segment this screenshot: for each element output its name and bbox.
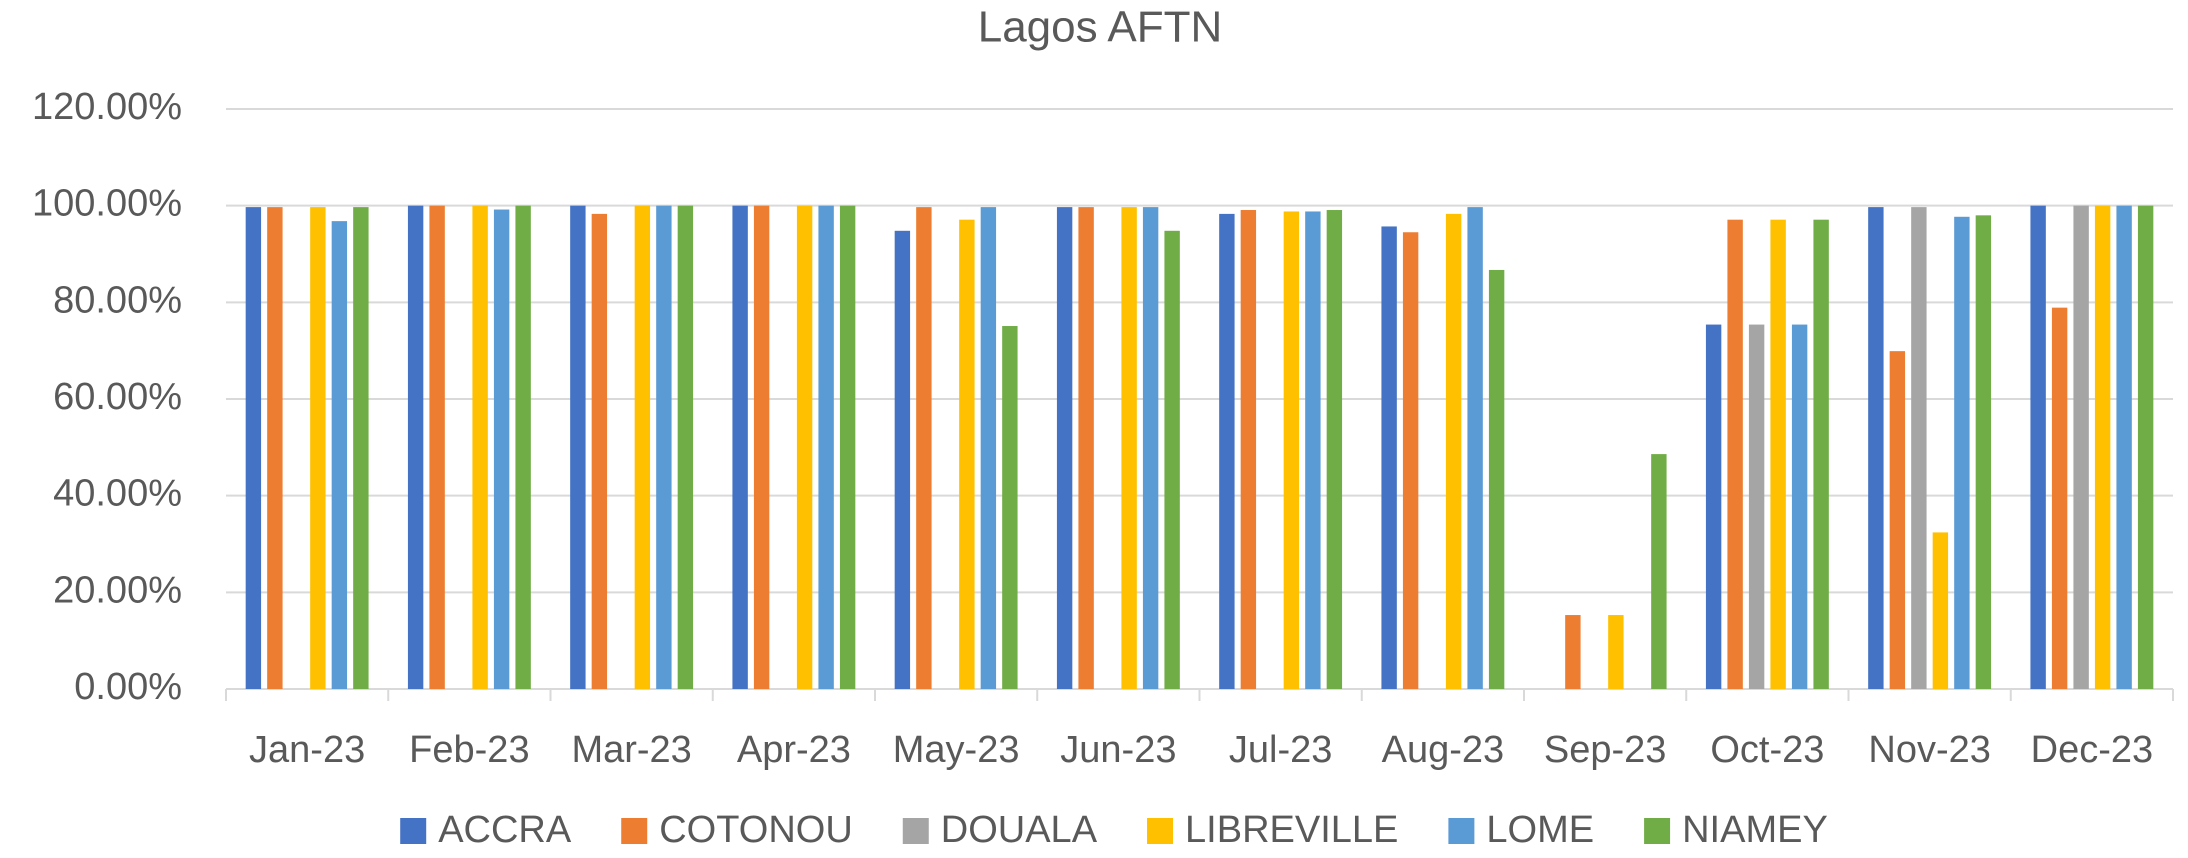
bar — [839, 205, 856, 689]
legend-label: ACCRA — [438, 809, 572, 851]
legend-swatch — [621, 818, 648, 844]
bar — [310, 207, 326, 689]
bar — [429, 205, 445, 689]
bar — [472, 205, 488, 689]
bar — [1791, 324, 1808, 689]
bar — [818, 205, 834, 689]
x-tick-label: Feb-23 — [409, 729, 529, 771]
bar — [1002, 326, 1018, 689]
bar — [1770, 219, 1786, 689]
y-tick-label: 80.00% — [53, 279, 182, 321]
x-tick-label: Aug-23 — [1382, 729, 1505, 771]
bar — [515, 205, 531, 689]
bar — [656, 205, 672, 689]
bar — [2030, 205, 2046, 689]
x-tick-label: Jul-23 — [1229, 729, 1333, 771]
bar — [1164, 230, 1180, 690]
y-tick-label: 120.00% — [32, 86, 182, 128]
bar — [732, 205, 748, 689]
bar — [1402, 232, 1419, 689]
bar — [1488, 269, 1505, 689]
bar — [1305, 211, 1321, 689]
bar — [753, 205, 770, 689]
x-tick-label: Jan-23 — [249, 729, 365, 771]
bar — [1813, 219, 1829, 689]
bar — [1121, 207, 1137, 689]
bar — [959, 219, 975, 689]
bar — [267, 207, 283, 689]
bar — [353, 207, 369, 689]
bar — [916, 207, 932, 689]
bar — [2073, 205, 2089, 689]
bar — [1326, 210, 1343, 689]
y-tick-label: 60.00% — [53, 376, 182, 418]
legend-swatch — [1147, 818, 1174, 844]
bar — [1975, 215, 1992, 690]
bar — [980, 207, 997, 689]
bar — [245, 207, 262, 689]
bar — [1651, 454, 1667, 689]
y-tick-label: 0.00% — [74, 666, 182, 708]
legend-label: COTONOU — [659, 809, 853, 851]
bar — [634, 205, 651, 689]
bar — [2051, 307, 2068, 689]
legend-label: NIAMEY — [1682, 809, 1828, 851]
bar — [1078, 207, 1094, 689]
bar — [1727, 219, 1743, 689]
bar — [1142, 207, 1159, 689]
bar — [331, 221, 348, 689]
bar — [407, 205, 424, 689]
bar — [1932, 532, 1949, 689]
x-tick-label: Apr-23 — [737, 729, 851, 771]
bar — [894, 230, 911, 690]
bar — [2116, 205, 2132, 689]
x-tick-label: Jun-23 — [1060, 729, 1176, 771]
bar — [1889, 351, 1906, 689]
legend-label: DOUALA — [941, 809, 1098, 851]
bar — [1467, 207, 1483, 689]
bar — [591, 213, 608, 689]
bar — [1868, 207, 1884, 689]
x-tick-label: May-23 — [893, 729, 1020, 771]
legend-swatch — [1644, 818, 1671, 844]
bar — [1565, 615, 1581, 689]
x-tick-label: Sep-23 — [1544, 729, 1667, 771]
bar — [1219, 213, 1235, 689]
legend-swatch — [400, 818, 427, 844]
bar — [570, 205, 586, 689]
chart-title: Lagos AFTN — [978, 3, 1223, 52]
bar — [1283, 211, 1300, 689]
bar — [796, 205, 813, 689]
bar — [1445, 213, 1462, 689]
bar — [1381, 226, 1397, 689]
bar — [2094, 205, 2111, 689]
bar — [1748, 324, 1765, 689]
legend-swatch — [1448, 818, 1475, 844]
legend-swatch — [902, 818, 929, 844]
bar — [1911, 207, 1927, 689]
y-tick-label: 100.00% — [32, 183, 182, 225]
legend-label: LOME — [1486, 809, 1594, 851]
bar — [1608, 615, 1624, 689]
bar — [493, 209, 510, 690]
y-tick-label: 20.00% — [53, 569, 182, 611]
y-tick-label: 40.00% — [53, 473, 182, 515]
legend-label: LIBREVILLE — [1185, 809, 1398, 851]
bar — [2137, 205, 2154, 689]
x-tick-label: Dec-23 — [2031, 729, 2154, 771]
bar — [1056, 207, 1073, 689]
x-tick-label: Oct-23 — [1710, 729, 1824, 771]
bar — [1705, 324, 1722, 689]
x-tick-label: Mar-23 — [571, 729, 691, 771]
bar — [1240, 210, 1257, 689]
x-tick-label: Nov-23 — [1868, 729, 1991, 771]
bar — [1954, 216, 1970, 690]
bar — [677, 205, 694, 689]
